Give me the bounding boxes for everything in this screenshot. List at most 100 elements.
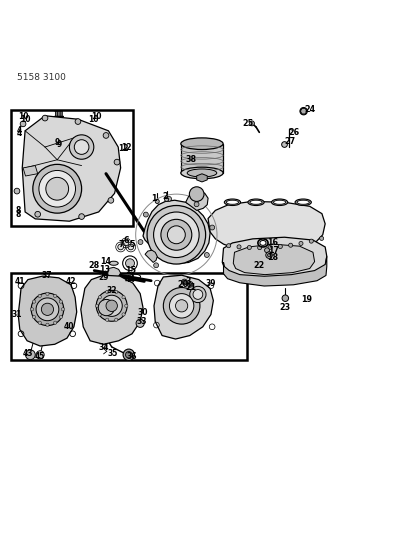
Circle shape (95, 304, 99, 308)
Text: 10: 10 (20, 115, 31, 124)
Text: 24: 24 (304, 106, 315, 115)
Circle shape (268, 245, 272, 249)
Text: 17: 17 (268, 246, 279, 255)
Text: 5: 5 (129, 240, 135, 248)
Circle shape (163, 287, 200, 324)
Circle shape (166, 197, 171, 201)
Circle shape (33, 316, 36, 319)
Circle shape (319, 236, 324, 240)
Text: 42: 42 (66, 277, 76, 286)
Circle shape (14, 188, 20, 194)
Text: 37: 37 (41, 271, 52, 280)
Circle shape (126, 352, 132, 358)
Text: 6: 6 (124, 236, 129, 245)
Text: 4: 4 (17, 128, 22, 138)
Text: 41: 41 (15, 277, 25, 286)
Text: 9: 9 (57, 140, 62, 149)
Circle shape (188, 283, 192, 286)
Circle shape (69, 135, 94, 159)
Text: 28: 28 (89, 261, 100, 270)
Circle shape (278, 245, 282, 248)
Ellipse shape (226, 200, 239, 204)
Text: 40: 40 (63, 322, 74, 332)
Circle shape (190, 286, 206, 303)
Circle shape (98, 296, 102, 299)
Circle shape (227, 244, 231, 248)
Circle shape (118, 244, 124, 250)
Circle shape (39, 171, 75, 207)
Ellipse shape (248, 199, 264, 206)
Circle shape (20, 121, 26, 127)
Circle shape (282, 295, 288, 302)
Circle shape (143, 212, 148, 217)
Circle shape (153, 212, 199, 257)
Circle shape (123, 240, 129, 246)
Text: 7: 7 (118, 240, 124, 249)
Text: 45: 45 (35, 352, 45, 361)
Circle shape (309, 239, 313, 243)
Circle shape (61, 308, 64, 311)
Text: 27: 27 (285, 137, 296, 146)
Text: 12: 12 (122, 142, 132, 151)
Circle shape (264, 248, 269, 253)
Circle shape (183, 280, 186, 284)
Circle shape (267, 254, 271, 257)
Circle shape (147, 206, 206, 264)
Circle shape (53, 321, 57, 324)
Circle shape (126, 259, 135, 268)
Circle shape (96, 290, 127, 321)
Bar (11, 110, 133, 226)
Circle shape (75, 119, 81, 124)
Circle shape (108, 198, 114, 203)
Circle shape (161, 220, 192, 250)
Circle shape (115, 290, 118, 294)
Circle shape (282, 142, 287, 147)
Text: 20: 20 (177, 280, 188, 289)
Polygon shape (154, 275, 213, 339)
Text: 1: 1 (152, 193, 157, 203)
Ellipse shape (297, 200, 309, 204)
Text: 26: 26 (288, 128, 299, 137)
Text: 13: 13 (99, 265, 110, 274)
Ellipse shape (273, 200, 286, 204)
Text: 19: 19 (301, 295, 312, 303)
Text: 21: 21 (185, 283, 197, 292)
Text: 8: 8 (16, 210, 21, 219)
Circle shape (125, 304, 128, 308)
Circle shape (38, 294, 41, 297)
Polygon shape (81, 275, 143, 344)
Text: 12: 12 (118, 144, 129, 152)
Circle shape (175, 300, 188, 312)
Text: 35: 35 (107, 350, 118, 358)
Circle shape (122, 296, 125, 299)
Circle shape (41, 303, 53, 316)
Text: 10: 10 (18, 112, 28, 122)
Ellipse shape (109, 261, 118, 265)
Circle shape (247, 246, 251, 249)
Circle shape (101, 295, 122, 317)
Circle shape (189, 187, 204, 201)
Polygon shape (23, 166, 38, 176)
Text: 11: 11 (52, 110, 62, 119)
Circle shape (114, 159, 120, 165)
Text: 31: 31 (12, 310, 22, 319)
Polygon shape (186, 191, 208, 211)
Circle shape (257, 246, 262, 249)
Ellipse shape (181, 138, 223, 150)
Text: 5158 3100: 5158 3100 (17, 74, 66, 83)
Circle shape (46, 323, 49, 326)
Circle shape (138, 240, 143, 245)
Ellipse shape (181, 167, 223, 179)
Circle shape (154, 263, 159, 268)
Polygon shape (18, 276, 77, 346)
Circle shape (115, 318, 118, 321)
Text: 10: 10 (89, 115, 99, 124)
Text: 10: 10 (91, 112, 102, 122)
Circle shape (266, 252, 272, 259)
Text: 33: 33 (137, 317, 147, 326)
Circle shape (210, 225, 215, 230)
Circle shape (30, 308, 33, 311)
Circle shape (204, 253, 209, 257)
Text: 23: 23 (280, 303, 291, 312)
Circle shape (299, 241, 303, 246)
